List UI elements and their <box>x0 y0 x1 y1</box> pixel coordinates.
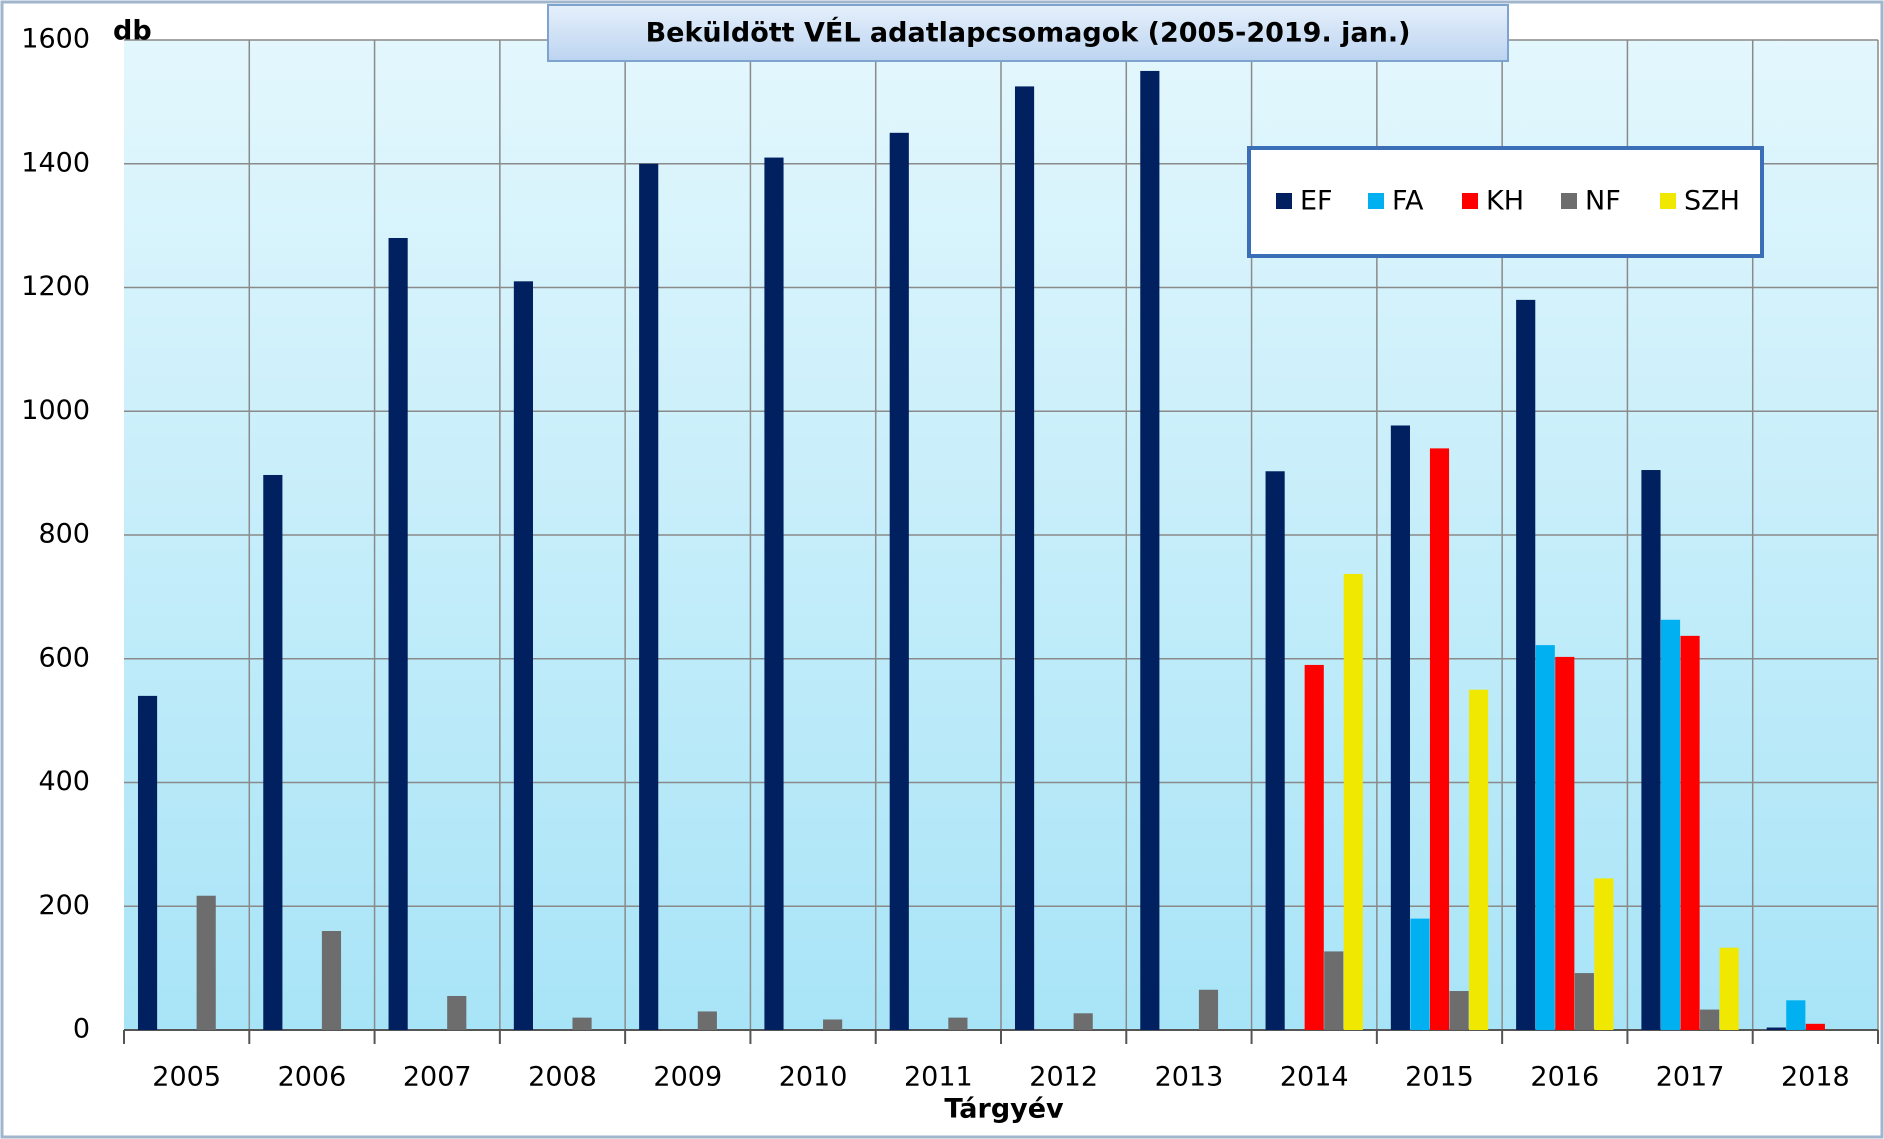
x-tick-label: 2012 <box>1029 1062 1098 1093</box>
bar <box>1140 70 1160 1030</box>
x-tick-label: 2013 <box>1155 1062 1224 1093</box>
x-tick-label: 2010 <box>779 1062 848 1093</box>
legend-label: NF <box>1585 186 1621 217</box>
y-tick-label: 0 <box>73 1014 90 1045</box>
x-tick-label: 2011 <box>904 1062 973 1093</box>
x-tick-label: 2009 <box>653 1062 722 1093</box>
bar <box>1555 656 1575 1030</box>
bar <box>1786 1000 1806 1030</box>
bar <box>1324 951 1344 1030</box>
bar <box>948 1017 968 1030</box>
title-box <box>547 4 1509 62</box>
bar <box>137 695 158 1030</box>
y-tick-label: 1000 <box>21 395 90 426</box>
x-tick-label: 2014 <box>1280 1062 1349 1093</box>
bar <box>1516 299 1536 1030</box>
y-tick-label: 400 <box>38 766 90 797</box>
legend-label: SZH <box>1684 186 1740 217</box>
bar <box>572 1017 592 1030</box>
bar <box>196 895 216 1030</box>
y-axis-label: db <box>113 16 152 47</box>
bar <box>1073 1013 1093 1030</box>
x-tick-label: 2015 <box>1405 1062 1474 1093</box>
bar <box>1535 645 1555 1030</box>
y-tick-label: 1200 <box>21 271 90 302</box>
bar <box>1449 991 1469 1030</box>
x-tick-label: 2017 <box>1656 1062 1725 1093</box>
legend-swatch <box>1561 193 1577 209</box>
bar <box>1574 973 1594 1030</box>
legend-swatch <box>1462 193 1478 209</box>
legend-box <box>1247 146 1764 258</box>
bar <box>1660 619 1681 1030</box>
bar <box>1343 573 1363 1030</box>
bar <box>764 157 784 1030</box>
bar <box>1014 86 1035 1030</box>
bar <box>513 281 533 1030</box>
bar <box>1594 878 1614 1030</box>
legend-swatch <box>1276 193 1292 209</box>
bar <box>889 132 909 1030</box>
legend-swatch <box>1368 193 1384 209</box>
bar <box>1700 1009 1720 1030</box>
y-tick-label: 600 <box>38 642 90 673</box>
legend-label: EF <box>1300 186 1333 217</box>
bar <box>823 1019 843 1030</box>
bar <box>1390 425 1410 1030</box>
bar <box>1304 664 1324 1030</box>
bar <box>1429 448 1450 1030</box>
x-tick-label: 2008 <box>528 1062 597 1093</box>
x-tick-label: 2005 <box>152 1062 221 1093</box>
bar <box>1198 989 1219 1030</box>
y-tick-label: 1600 <box>21 24 90 55</box>
bar <box>697 1011 717 1030</box>
legend-label: FA <box>1392 186 1424 217</box>
bar <box>1469 689 1489 1030</box>
bar <box>1680 635 1700 1030</box>
bar <box>1805 1023 1825 1030</box>
x-tick-label: 2016 <box>1530 1062 1599 1093</box>
bar <box>1410 918 1430 1030</box>
bar <box>263 474 283 1030</box>
bar <box>321 931 342 1030</box>
legend-label: KH <box>1486 186 1524 217</box>
bar <box>447 995 467 1030</box>
y-tick-label: 1400 <box>21 147 90 178</box>
bar <box>639 163 659 1030</box>
bar <box>1766 1027 1786 1030</box>
x-tick-label: 2007 <box>403 1062 472 1093</box>
bar <box>1265 471 1285 1030</box>
bar <box>388 238 408 1030</box>
bar <box>1719 947 1739 1030</box>
x-tick-label: 2018 <box>1781 1062 1850 1093</box>
y-tick-label: 200 <box>38 890 90 921</box>
x-tick-label: 2006 <box>278 1062 347 1093</box>
bar <box>1641 470 1661 1030</box>
x-axis-label: Tárgyév <box>944 1094 1064 1125</box>
chart-title: Beküldött VÉL adatlapcsomagok (2005-2019… <box>646 17 1411 49</box>
y-tick-label: 800 <box>38 519 90 550</box>
legend-swatch <box>1660 193 1676 209</box>
